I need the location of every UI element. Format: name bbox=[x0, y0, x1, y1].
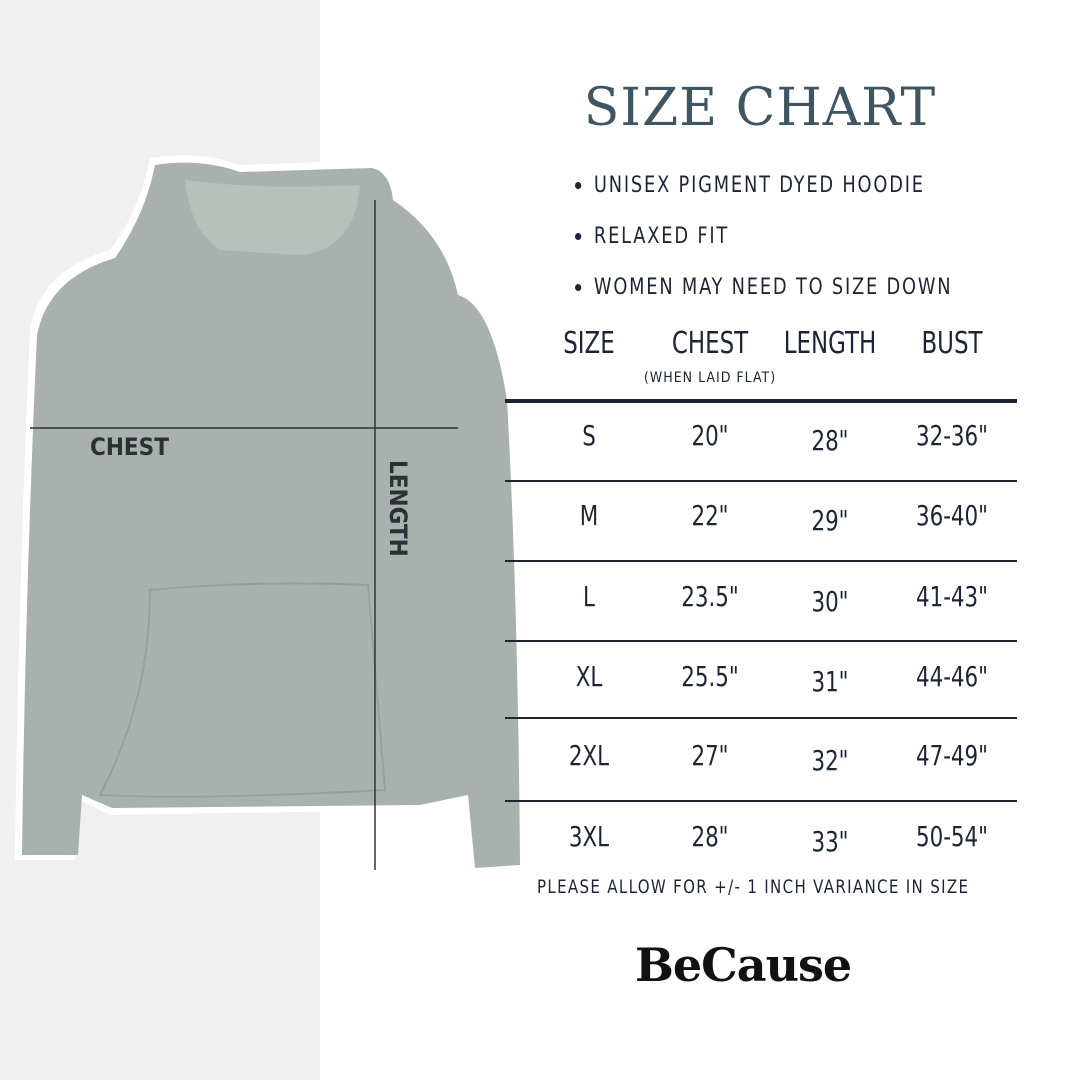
table-cell: 3XL bbox=[568, 820, 610, 853]
table-divider bbox=[505, 399, 1017, 403]
chest-label: CHEST bbox=[90, 433, 169, 461]
feature-text: WOMEN MAY NEED TO SIZE DOWN bbox=[593, 275, 953, 300]
table-cell: 28" bbox=[811, 424, 849, 457]
table-divider bbox=[505, 800, 1017, 802]
table-cell: 50-54" bbox=[915, 820, 989, 853]
variance-note: PLEASE ALLOW FOR +/- 1 INCH VARIANCE IN … bbox=[537, 876, 970, 898]
table-cell: 36-40" bbox=[915, 499, 989, 532]
column-header: CHEST bbox=[671, 326, 749, 361]
feature-text: RELAXED FIT bbox=[593, 224, 730, 249]
table-cell: 47-49" bbox=[915, 739, 989, 772]
feature-item: WOMEN MAY NEED TO SIZE DOWN bbox=[575, 262, 952, 313]
feature-item: RELAXED FIT bbox=[575, 211, 952, 262]
table-cell: 29" bbox=[811, 504, 849, 537]
column-header: SIZE bbox=[563, 326, 615, 361]
table-cell: 31" bbox=[811, 665, 849, 698]
table-cell: 22" bbox=[691, 499, 729, 532]
chest-note: (WHEN LAID FLAT) bbox=[643, 370, 777, 386]
table-cell: 20" bbox=[691, 419, 729, 452]
page-title: SIZE CHART bbox=[583, 78, 937, 138]
table-cell: 25.5" bbox=[681, 660, 739, 693]
table-cell: 27" bbox=[691, 739, 729, 772]
table-cell: M bbox=[579, 499, 599, 532]
table-cell: 41-43" bbox=[915, 580, 989, 613]
table-cell: 28" bbox=[691, 820, 729, 853]
table-cell: 32" bbox=[811, 744, 849, 777]
table-cell: 44-46" bbox=[915, 660, 989, 693]
table-divider bbox=[505, 480, 1017, 482]
table-divider bbox=[505, 717, 1017, 719]
table-cell: 2XL bbox=[568, 739, 610, 772]
table-cell: L bbox=[583, 580, 595, 613]
table-divider bbox=[505, 640, 1017, 642]
table-cell: S bbox=[582, 419, 596, 452]
brand-logo: BeCause bbox=[635, 938, 852, 992]
table-cell: 23.5" bbox=[681, 580, 739, 613]
table-cell: 33" bbox=[811, 825, 849, 858]
table-cell: 32-36" bbox=[915, 419, 989, 452]
column-header: BUST bbox=[921, 326, 983, 361]
feature-list: UNISEX PIGMENT DYED HOODIE RELAXED FIT W… bbox=[575, 160, 994, 313]
column-header: LENGTH bbox=[783, 326, 877, 361]
feature-text: UNISEX PIGMENT DYED HOODIE bbox=[593, 173, 925, 198]
feature-item: UNISEX PIGMENT DYED HOODIE bbox=[575, 160, 952, 211]
table-divider bbox=[505, 560, 1017, 562]
length-label: LENGTH bbox=[384, 460, 412, 557]
hoodie-image bbox=[15, 155, 528, 875]
bullet-icon bbox=[575, 182, 582, 189]
bullet-icon bbox=[575, 284, 582, 291]
bullet-icon bbox=[575, 233, 582, 240]
table-cell: XL bbox=[575, 660, 603, 693]
table-cell: 30" bbox=[811, 585, 849, 618]
